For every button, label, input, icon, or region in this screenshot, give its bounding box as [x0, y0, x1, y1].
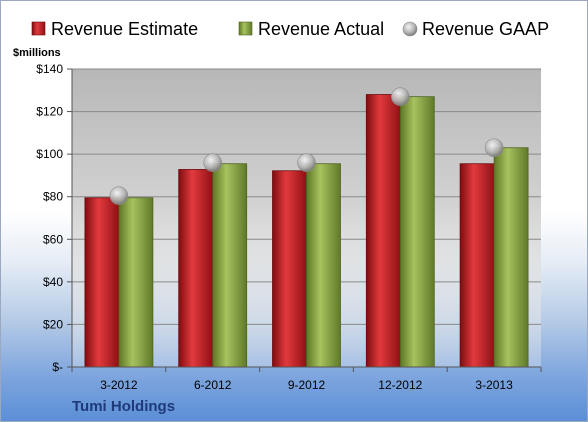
marker-revenue-gaap [484, 138, 504, 158]
x-tick-label: 3-2012 [100, 378, 138, 392]
bar-revenue-estimate [272, 170, 307, 368]
legend-swatch-revenue-estimate [31, 21, 46, 36]
legend-swatch-revenue-actual [238, 21, 253, 36]
x-tick-label: 6-2012 [194, 378, 232, 392]
bar-revenue-actual [212, 163, 248, 368]
legend-label: Revenue GAAP [422, 19, 549, 39]
bar-revenue-actual [306, 163, 341, 368]
marker-revenue-gaap [203, 153, 222, 172]
bar-revenue-estimate [178, 169, 214, 368]
y-axis-unit-label: $millions [13, 47, 61, 59]
y-tick-label: $80 [43, 190, 63, 204]
x-tick-label: 3-2013 [475, 378, 513, 392]
x-tick-label: 9-2012 [288, 378, 326, 392]
marker-revenue-gaap [109, 186, 129, 205]
bar-revenue-actual [399, 96, 435, 368]
legend-swatch-revenue-gaap [402, 21, 418, 37]
bar-revenue-estimate [365, 94, 401, 368]
y-tick-label: $60 [43, 232, 63, 246]
y-tick-label: $- [52, 360, 63, 374]
y-tick-label: $100 [36, 147, 63, 161]
marker-revenue-gaap [297, 153, 316, 172]
legend-label: Revenue Estimate [51, 19, 198, 39]
x-tick-label: 12-2012 [378, 378, 422, 392]
bar-revenue-estimate [459, 163, 495, 368]
bar-revenue-actual [493, 147, 529, 368]
marker-revenue-gaap [390, 87, 410, 106]
y-tick-label: $40 [43, 275, 63, 289]
bar-revenue-actual [118, 197, 154, 368]
y-tick-label: $120 [36, 105, 63, 119]
legend: Revenue Estimate Revenue Actual Revenue GA… [31, 19, 549, 39]
y-tick-label: $140 [36, 62, 63, 76]
y-tick-label: $20 [43, 317, 63, 331]
legend-label: Revenue Actual [258, 19, 384, 39]
company-name: Tumi Holdings [72, 398, 176, 415]
bar-revenue-estimate [84, 197, 120, 368]
